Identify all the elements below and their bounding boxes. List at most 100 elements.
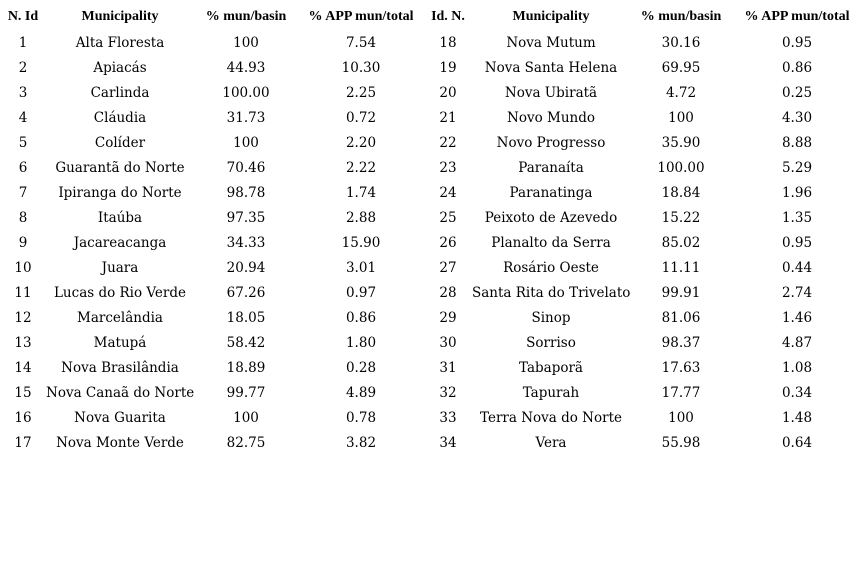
header-id-left: N. Id: [7, 9, 39, 24]
id-cell: 9: [18, 234, 28, 251]
app-total-cell: 0.86: [345, 309, 377, 326]
id-cell: 3: [18, 84, 28, 101]
mun-basin-cell: 17.63: [661, 359, 701, 376]
id-cell: 17: [14, 434, 32, 451]
mun-basin-cell: 55.98: [661, 434, 701, 451]
mun-basin-cell: 100: [233, 409, 259, 426]
mun-basin-cell: 98.37: [661, 334, 701, 351]
table-row: 2 Apiacás 44.93 10.30 19 Nova Santa Helena 69.…: [0, 55, 862, 80]
id-cell: 1: [18, 34, 28, 51]
mun-basin-cell: 15.22: [661, 209, 701, 226]
table-row: 7 Ipiranga do Norte 98.78 1.74 24 Paranatinga…: [0, 180, 862, 205]
app-total-cell: 1.80: [345, 334, 377, 351]
app-total-cell: 15.90: [341, 234, 381, 251]
mun-basin-cell: 82.75: [226, 434, 266, 451]
header-id-right: Id. N.: [431, 9, 465, 24]
municipality-cell: Apiacás: [93, 59, 147, 76]
table-row: 13 Matupá 58.42 1.80 30 Sorriso 98.37 4.87: [0, 330, 862, 355]
id-cell: 31: [439, 359, 457, 376]
id-cell: 18: [439, 34, 457, 51]
municipality-cell: Sorriso: [526, 334, 576, 351]
municipality-cell: Nova Guarita: [74, 409, 166, 426]
municipality-cell: Tabaporã: [519, 359, 583, 376]
municipality-cell: Nova Mutum: [506, 34, 596, 51]
municipality-cell: Colíder: [94, 134, 146, 151]
id-cell: 22: [439, 134, 457, 151]
mun-basin-cell: 100: [233, 134, 259, 151]
app-total-cell: 4.87: [781, 334, 813, 351]
app-total-cell: 2.74: [781, 284, 813, 301]
mun-basin-cell: 18.84: [661, 184, 701, 201]
app-total-cell: 0.28: [345, 359, 377, 376]
mun-basin-cell: 31.73: [226, 109, 266, 126]
app-total-cell: 1.46: [781, 309, 813, 326]
id-cell: 11: [14, 284, 32, 301]
header-municipality-left: Municipality: [81, 9, 159, 24]
municipality-cell: Itaúba: [97, 209, 143, 226]
table-row: 15 Nova Canaã do Norte 99.77 4.89 32 Tapurah 1…: [0, 380, 862, 405]
id-cell: 2: [18, 59, 28, 76]
municipality-cell: Peixoto de Azevedo: [484, 209, 618, 226]
mun-basin-cell: 11.11: [661, 259, 701, 276]
municipality-cell: Matupá: [93, 334, 147, 351]
table-row: 1 Alta Floresta 100 7.54 18 Nova Mutum 30.16 0.…: [0, 30, 862, 55]
municipality-cell: Paranaíta: [518, 159, 584, 176]
id-cell: 15: [14, 384, 32, 401]
municipality-cell: Tapurah: [522, 384, 580, 401]
municipality-cell: Vera: [535, 434, 567, 451]
header-app-total-right: % APP mun/total: [744, 9, 850, 24]
mun-basin-cell: 97.35: [226, 209, 266, 226]
municipality-cell: Ipiranga do Norte: [58, 184, 182, 201]
id-cell: 32: [439, 384, 457, 401]
municipality-cell: Nova Santa Helena: [484, 59, 618, 76]
id-cell: 16: [14, 409, 32, 426]
table-row: 10 Juara 20.94 3.01 27 Rosário Oeste 11.11 0.44: [0, 255, 862, 280]
id-cell: 6: [18, 159, 28, 176]
municipality-cell: Nova Ubiratã: [504, 84, 598, 101]
id-cell: 33: [439, 409, 457, 426]
mun-basin-cell: 34.33: [226, 234, 266, 251]
id-cell: 12: [14, 309, 32, 326]
mun-basin-cell: 44.93: [226, 59, 266, 76]
municipality-cell: Lucas do Rio Verde: [53, 284, 187, 301]
app-total-cell: 4.30: [781, 109, 813, 126]
mun-basin-cell: 4.72: [665, 84, 697, 101]
municipality-cell: Sinop: [531, 309, 571, 326]
municipality-cell: Planalto da Serra: [491, 234, 611, 251]
table-body: 1 Alta Floresta 100 7.54 18 Nova Mutum 30.16 0.…: [0, 30, 862, 455]
mun-basin-cell: 100: [668, 409, 694, 426]
mun-basin-cell: 58.42: [226, 334, 266, 351]
id-cell: 26: [439, 234, 457, 251]
header-app-total-left: % APP mun/total: [308, 9, 414, 24]
app-total-cell: 1.74: [345, 184, 377, 201]
id-cell: 13: [14, 334, 32, 351]
id-cell: 7: [18, 184, 28, 201]
municipality-cell: Nova Canaã do Norte: [46, 384, 195, 401]
mun-basin-cell: 30.16: [661, 34, 701, 51]
table-row: 17 Nova Monte Verde 82.75 3.82 34 Vera 55.98 0.…: [0, 430, 862, 455]
municipality-cell: Carlinda: [90, 84, 150, 101]
app-total-cell: 1.96: [781, 184, 813, 201]
id-cell: 19: [439, 59, 457, 76]
municipality-cell: Nova Monte Verde: [56, 434, 184, 451]
mun-basin-cell: 85.02: [661, 234, 701, 251]
app-total-cell: 0.95: [781, 234, 813, 251]
app-total-cell: 0.78: [345, 409, 377, 426]
app-total-cell: 1.35: [781, 209, 813, 226]
municipality-cell: Terra Nova do Norte: [480, 409, 622, 426]
municipality-cell: Rosário Oeste: [503, 259, 599, 276]
mun-basin-cell: 67.26: [226, 284, 266, 301]
municipality-cell: Jacareacanga: [73, 234, 167, 251]
app-total-cell: 0.44: [781, 259, 813, 276]
municipality-cell: Marcelândia: [77, 309, 163, 326]
mun-basin-cell: 100: [668, 109, 694, 126]
mun-basin-cell: 100.00: [657, 159, 705, 176]
mun-basin-cell: 81.06: [661, 309, 701, 326]
header-municipality-right: Municipality: [512, 9, 590, 24]
id-cell: 21: [439, 109, 457, 126]
table-row: 4 Cláudia 31.73 0.72 21 Novo Mundo 100 4.30: [0, 105, 862, 130]
table-row: 9 Jacareacanga 34.33 15.90 26 Planalto da Ser…: [0, 230, 862, 255]
municipality-cell: Alta Floresta: [75, 34, 165, 51]
mun-basin-cell: 18.05: [226, 309, 266, 326]
municipality-cell: Juara: [101, 259, 139, 276]
